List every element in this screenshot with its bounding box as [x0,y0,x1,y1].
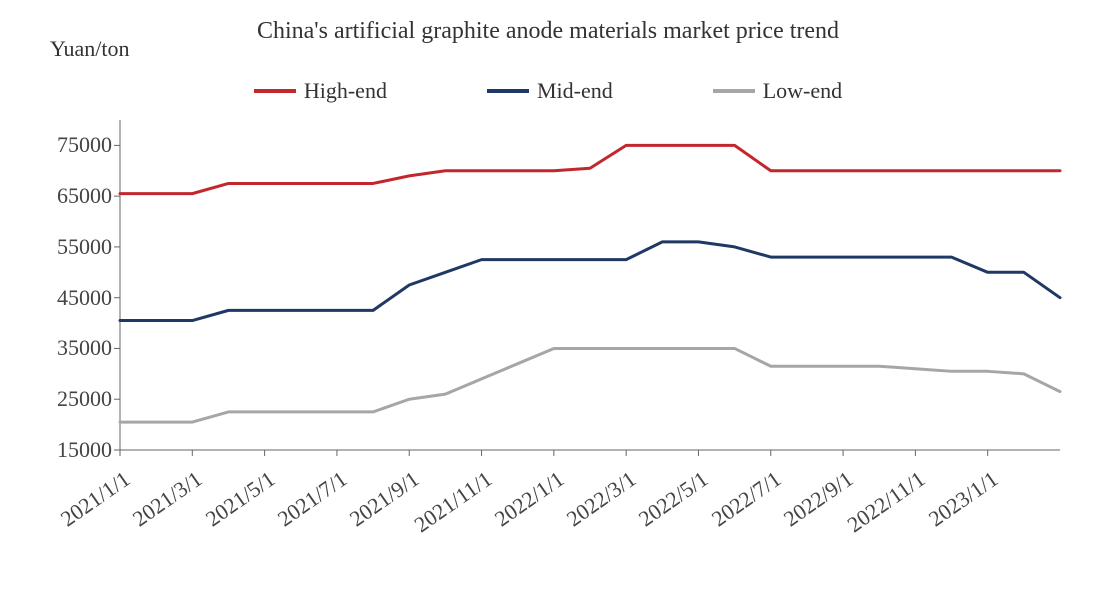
x-tick-label: 2022/1/1 [490,466,569,532]
x-tick-label: 2021/5/1 [201,466,280,532]
x-tick-label: 2023/1/1 [924,466,1003,532]
y-tick-label: 35000 [57,335,112,361]
x-tick-label: 2022/7/1 [707,466,786,532]
x-tick-label: 2021/9/1 [345,466,424,532]
y-axis-title: Yuan/ton [50,36,129,62]
legend-label: Mid-end [537,78,613,104]
x-tick-label: 2021/3/1 [128,466,207,532]
x-tick-label: 2022/11/1 [843,466,930,538]
y-tick-label: 25000 [57,386,112,412]
legend-swatch-high-end [254,89,296,93]
plot-area: 15000250003500045000550006500075000 2021… [120,120,1060,450]
legend-swatch-low-end [713,89,755,93]
legend-item-mid-end: Mid-end [487,78,613,104]
series-line [120,348,1060,422]
x-tick-label: 2021/11/1 [409,466,496,538]
chart-container: China's artificial graphite anode materi… [0,0,1096,613]
y-tick-label: 75000 [57,132,112,158]
legend-swatch-mid-end [487,89,529,93]
x-tick-label: 2021/1/1 [56,466,135,532]
x-tick-label: 2022/5/1 [634,466,713,532]
legend: High-end Mid-end Low-end [0,78,1096,104]
y-tick-label: 65000 [57,183,112,209]
y-tick-label: 15000 [57,437,112,463]
legend-label: Low-end [763,78,842,104]
legend-label: High-end [304,78,387,104]
x-tick-label: 2021/7/1 [273,466,352,532]
x-tick-label: 2022/3/1 [562,466,641,532]
series-group [120,145,1060,422]
legend-item-high-end: High-end [254,78,387,104]
chart-svg [120,120,1060,450]
series-line [120,145,1060,193]
y-tick-label: 45000 [57,285,112,311]
y-ticks-group [114,145,120,450]
y-tick-label: 55000 [57,234,112,260]
legend-item-low-end: Low-end [713,78,842,104]
series-line [120,242,1060,321]
x-ticks-group [120,450,988,456]
chart-title: China's artificial graphite anode materi… [0,18,1096,45]
